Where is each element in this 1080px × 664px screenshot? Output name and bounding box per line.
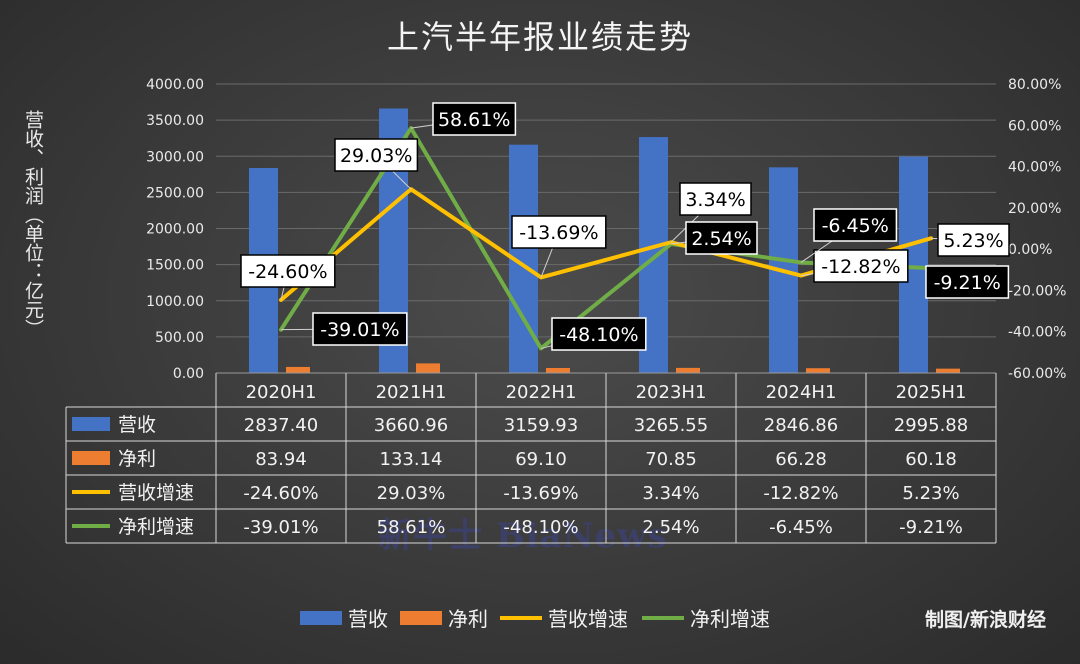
legend-label: 营收 (348, 607, 388, 631)
right-axis-tick-label: 80.00% (1008, 77, 1061, 93)
table-cell: -39.01% (243, 517, 318, 538)
profit-growth-label: 2.54% (691, 228, 751, 250)
table-cell: 60.18 (905, 449, 957, 470)
bar-profit (286, 366, 310, 373)
profit-growth-label-box (551, 317, 647, 351)
category-label: 2022H1 (506, 382, 577, 403)
profit-growth-label-box (813, 208, 898, 242)
right-axis-tick-label: 60.00% (1008, 118, 1061, 134)
category-label: 2025H1 (896, 382, 967, 403)
right-axis-tick-label: 0.00% (1008, 242, 1052, 258)
revenue-growth-label: 29.03% (340, 145, 412, 167)
table-cell: -9.21% (899, 517, 963, 538)
table-cell: 5.23% (902, 483, 959, 504)
table-cell: 2995.88 (894, 415, 968, 436)
table-series-name: 净利增速 (118, 516, 194, 538)
table-cell: 69.10 (515, 449, 567, 470)
profit-growth-label-box (925, 265, 1010, 299)
left-axis-tick-label: 0.00 (173, 366, 204, 382)
left-axis-tick-label: 4000.00 (146, 77, 204, 93)
table-cell: 3265.55 (634, 415, 708, 436)
revenue-growth-label: -12.82% (821, 256, 900, 278)
bar-profit (546, 368, 570, 373)
table-cell: 3159.93 (504, 415, 578, 436)
revenue-growth-label: 3.34% (685, 189, 745, 211)
table-cell: -13.69% (503, 483, 578, 504)
table-cell: 66.28 (775, 449, 827, 470)
table-cell: 3660.96 (374, 415, 448, 436)
table-cell: 29.03% (377, 483, 446, 504)
table-cell: 2.54% (642, 517, 699, 538)
legend-label: 净利 (448, 607, 488, 631)
table-legend-key (72, 451, 110, 465)
left-axis-tick-label: 2000.00 (146, 222, 204, 238)
bar-profit (936, 368, 960, 373)
category-label: 2023H1 (636, 382, 707, 403)
right-axis-tick-label: -20.00% (1008, 283, 1066, 299)
table-cell: -12.82% (763, 483, 838, 504)
left-axis-tick-label: 3000.00 (146, 149, 204, 165)
profit-growth-label-box (312, 312, 408, 346)
right-axis-tick-label: -60.00% (1008, 366, 1066, 382)
legend-label: 净利增速 (690, 607, 770, 631)
revenue-growth-label-box (937, 223, 1010, 257)
left-axis-label: 营收、利润（单位：亿元） (22, 110, 44, 338)
revenue-growth-label-box (334, 138, 419, 172)
table-cell: 133.14 (380, 449, 443, 470)
table-series-name: 净利 (118, 448, 156, 470)
legend-key (300, 611, 342, 625)
category-label: 2020H1 (246, 382, 317, 403)
profit-growth-label: -6.45% (822, 215, 889, 237)
table-cell: -48.10% (503, 517, 578, 538)
table-cell: 2846.86 (764, 415, 838, 436)
profit-growth-label-box (685, 221, 758, 255)
category-label: 2024H1 (766, 382, 837, 403)
bar-profit (676, 367, 700, 373)
source-credit: 制图/新浪财经 (925, 609, 1046, 631)
revenue-growth-label: -13.69% (519, 222, 598, 244)
table-cell: 70.85 (645, 449, 697, 470)
left-axis-tick-label: 2500.00 (146, 185, 204, 201)
watermark: 新牛士 BiaNews (378, 516, 668, 556)
legend-label: 营收增速 (548, 607, 628, 631)
revenue-growth-label-box (813, 249, 909, 283)
table-cell: 83.94 (255, 449, 307, 470)
revenue-growth-label-box (511, 215, 607, 249)
revenue-growth-label-box (240, 254, 336, 288)
right-axis-tick-label: 40.00% (1008, 160, 1061, 176)
bar-profit (806, 368, 830, 373)
table-cell: -6.45% (769, 517, 833, 538)
legend-key (400, 611, 442, 625)
right-axis-tick-label: 20.00% (1008, 201, 1061, 217)
bar-profit (416, 363, 440, 373)
table-cell: -24.60% (243, 483, 318, 504)
left-axis-tick-label: 1000.00 (146, 294, 204, 310)
right-axis-tick-label: -40.00% (1008, 325, 1066, 341)
profit-growth-label-box (432, 102, 517, 136)
chart-title: 上汽半年报业绩走势 (386, 18, 693, 56)
left-axis-tick-label: 500.00 (155, 330, 204, 346)
table-cell: 2837.40 (244, 415, 318, 436)
profit-growth-label: -48.10% (559, 324, 638, 346)
table-series-name: 营收 (118, 414, 156, 436)
table-cell: 3.34% (642, 483, 699, 504)
left-axis-tick-label: 3500.00 (146, 113, 204, 129)
table-legend-key (72, 417, 110, 431)
left-axis-tick-label: 1500.00 (146, 258, 204, 274)
revenue-growth-label-box (679, 182, 752, 216)
table-series-name: 营收增速 (118, 482, 194, 504)
profit-growth-label: -39.01% (320, 319, 399, 341)
revenue-growth-label: -24.60% (248, 261, 327, 283)
category-label: 2021H1 (376, 382, 447, 403)
revenue-growth-label: 5.23% (943, 230, 1003, 252)
profit-growth-label: -9.21% (934, 272, 1001, 294)
table-cell: 58.61% (377, 517, 446, 538)
profit-growth-label: 58.61% (438, 109, 510, 131)
